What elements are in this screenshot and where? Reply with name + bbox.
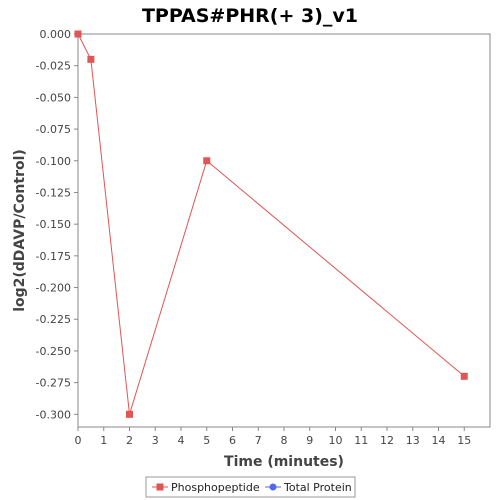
legend-box: [145, 476, 356, 498]
y-tick-label: -0.275: [36, 377, 71, 390]
x-tick-label: 10: [329, 434, 343, 447]
data-point: [87, 55, 95, 63]
y-tick-label: -0.175: [36, 250, 71, 263]
y-tick-label: -0.075: [36, 123, 71, 136]
x-tick-label: 3: [152, 434, 159, 447]
y-tick-label: 0.000: [40, 28, 72, 41]
data-point: [74, 30, 82, 38]
x-tick-label: 12: [380, 434, 394, 447]
x-tick-label: 15: [457, 434, 471, 447]
y-tick-label: -0.050: [36, 91, 71, 104]
legend-marker: [156, 483, 164, 491]
y-tick-label: -0.150: [36, 218, 71, 231]
y-tick-label: -0.125: [36, 186, 71, 199]
x-tick-label: 13: [406, 434, 420, 447]
x-tick-label: 4: [178, 434, 185, 447]
x-axis-title: Time (minutes): [224, 454, 344, 470]
legend-label: Phosphopeptide: [171, 481, 260, 494]
x-tick-label: 5: [203, 434, 210, 447]
y-axis-title: log2(dDAVP/Control): [12, 149, 28, 312]
x-tick-label: 6: [229, 434, 236, 447]
series-layer: [74, 30, 468, 418]
y-tick-label: -0.100: [36, 155, 71, 168]
x-tick-label: 2: [126, 434, 133, 447]
x-tick-label: 11: [354, 434, 368, 447]
x-tick-label: 9: [306, 434, 313, 447]
y-tick-label: -0.225: [36, 313, 71, 326]
plot-area: [77, 33, 491, 428]
legend-marker: [269, 483, 277, 491]
x-axis-ticks: 0 1 2 3 4 5 6 7 8 9 10 11 12 13 14 15: [75, 427, 471, 447]
data-point: [126, 410, 133, 418]
x-tick-label: 0: [75, 434, 82, 447]
chart-title: TPPAS#PHR(+ 3)_v1: [142, 5, 358, 27]
y-tick-label: -0.025: [36, 60, 71, 73]
x-tick-label: 8: [281, 434, 288, 447]
y-tick-label: -0.200: [36, 282, 71, 295]
x-tick-label: 7: [255, 434, 262, 447]
x-tick-label: 1: [100, 434, 107, 447]
data-point: [203, 157, 211, 165]
y-tick-label: -0.250: [36, 345, 71, 358]
legend: Phosphopeptide Total Protein: [145, 476, 356, 498]
legend-label: Total Protein: [283, 481, 352, 494]
y-axis-ticks: 0.000 -0.025 -0.050 -0.075 -0.100 -0.125 -0.15…: [36, 28, 78, 421]
y-tick-label: -0.300: [36, 408, 71, 421]
data-point: [460, 372, 468, 380]
x-tick-label: 14: [432, 434, 446, 447]
